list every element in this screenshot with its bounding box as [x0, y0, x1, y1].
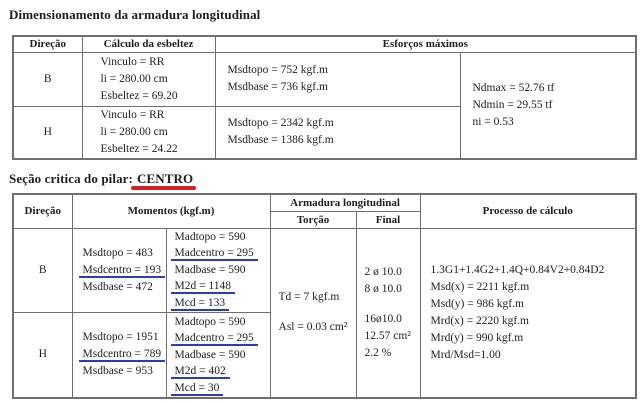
value-line: Vinculo = RR — [100, 108, 165, 121]
value-line: Mrd(x) = 2220 kgf.m — [430, 314, 529, 327]
table1-row-b: B Vinculo = RR li = 280.00 cm Esbeltez =… — [12, 51, 637, 159]
cell-final: 2 ø 10.0 8 ø 10.0 16ø10.0 12.57 cm² 2.2 … — [355, 227, 421, 399]
momentos-armadura-table: Direção Momentos (kgf.m) Armadura longit… — [12, 193, 638, 399]
value-line: Msdtopo = 483 — [82, 246, 153, 259]
table2-header-row-1: Direção Momentos (kgf.m) Armadura longit… — [12, 193, 637, 229]
value-line: Madtopo = 590 — [174, 315, 246, 328]
underlined-value: Madcentro = 295 — [174, 247, 254, 260]
value-line: Msdtopo = 2342 kgf.m — [227, 117, 334, 129]
underlined-value: Madcentro = 295 — [174, 332, 254, 344]
value-line: Ndmax = 52.76 tf — [472, 81, 555, 94]
cell-direcao-b: B — [12, 227, 73, 313]
cell-esbeltez-h: Vinculo = RR li = 280.00 cm Esbeltez = 2… — [81, 105, 216, 159]
value-line: Vinculo = RR — [100, 55, 165, 68]
cell-direcao-b: B — [12, 51, 83, 107]
value-line: Esbeltez = 24.22 — [100, 142, 178, 155]
final-group-b: 2 ø 10.0 8 ø 10.0 — [357, 264, 419, 298]
col-header-final: Final — [355, 210, 421, 229]
value-line: Esbeltez = 69.20 — [100, 89, 178, 102]
cell-normais: Ndmax = 52.76 tf Ndmin = 29.55 tf ni = 0… — [459, 51, 637, 159]
underlined-value: M2d = 1148 — [174, 280, 232, 293]
value-line: Mcd = 30 — [167, 380, 269, 397]
value-line: Ndmin = 29.55 tf — [472, 98, 553, 111]
value-line: Msdbase = 472 — [82, 280, 153, 293]
value-line: Msdbase = 736 kgf.m — [227, 81, 328, 93]
cell-direcao-h: H — [12, 311, 73, 399]
value-line: Mrd(y) = 990 kgf.m — [430, 331, 524, 344]
cell-direcao-h: H — [12, 105, 83, 159]
table2-header-row-2: Torção Final — [13, 210, 636, 229]
value-line: ni = 0.53 — [472, 115, 514, 128]
table2-row-b: B Msdtopo = 483 Msdcentro = 193 Msdbase … — [12, 227, 637, 399]
col-header-direcao: Direção — [12, 35, 83, 53]
value-line: 2.2 % — [364, 346, 392, 359]
page-title: Dimensionamento da armadura longitudinal — [9, 7, 261, 22]
value-line: 12.57 cm² — [364, 329, 411, 342]
esbeltez-esforcos-table: Direção Cálculo da esbeltez Esforços máx… — [12, 35, 637, 160]
critical-section-value: CENTRO — [136, 171, 194, 186]
col-header-esbeltez: Cálculo da esbeltez — [81, 35, 216, 53]
underlined-value: M2d = 402 — [174, 365, 226, 377]
value-line: Madcentro = 295 — [167, 245, 269, 262]
value-line: Td = 7 kgf.m — [278, 291, 340, 304]
cell-momentos-b: Msdtopo = 752 kgf.m Msdbase = 736 kgf.m — [214, 51, 461, 107]
value-line: Asl = 0.03 cm² — [278, 321, 348, 334]
cell-msd-b: Msdtopo = 483 Msdcentro = 193 Msdbase = … — [71, 227, 167, 313]
cell-esbeltez-b: Vinculo = RR li = 280.00 cm Esbeltez = 6… — [81, 51, 216, 107]
section-title: Seção critica do pilar: CENTRO — [9, 171, 193, 187]
value-line: 8 ø 10.0 — [364, 282, 402, 295]
cell-torcao: Td = 7 kgf.m Asl = 0.03 cm² — [269, 227, 357, 399]
value-line: Msdcentro = 789 — [73, 346, 165, 363]
underlined-value: Msdcentro = 789 — [82, 348, 162, 361]
col-header-direcao: Direção — [12, 193, 73, 229]
section-title-prefix: Seção critica do pilar: — [9, 171, 133, 186]
cell-mad-h: Madtopo = 590 Madcentro = 295 Madbase = … — [165, 311, 271, 399]
table1-row-h: H Vinculo = RR li = 280.00 cm Esbeltez =… — [12, 105, 636, 159]
table2-row-h: H Msdtopo = 1951 Msdcentro = 789 Msdbase… — [12, 311, 636, 399]
final-group-h: 16ø10.0 12.57 cm² 2.2 % — [357, 311, 419, 362]
table1-header-row: Direção Cálculo da esbeltez Esforços máx… — [12, 35, 637, 53]
value-line: 1.3G1+1.4G2+1.4Q+0.84V2+0.84D2 — [430, 263, 605, 276]
cell-mad-b: Madtopo = 590 Madcentro = 295 Madbase = … — [165, 227, 271, 313]
value-line: li = 280.00 cm — [100, 72, 168, 85]
value-line: Madbase = 590 — [174, 348, 246, 361]
cell-momentos-h: Msdtopo = 2342 kgf.m Msdbase = 1386 kgf.… — [214, 105, 461, 159]
col-header-armadura: Armadura longitudinal — [269, 193, 421, 212]
value-line: Msdcentro = 193 — [73, 262, 165, 279]
value-line: M2d = 402 — [167, 363, 269, 380]
underlined-value: Mcd = 133 — [174, 296, 226, 309]
col-header-processo: Processo de cálculo — [419, 193, 637, 229]
value-line: Madcentro = 295 — [167, 330, 269, 347]
value-line: Msdbase = 1386 kgf.m — [227, 134, 334, 146]
cell-processo: 1.3G1+1.4G2+1.4Q+0.84V2+0.84D2 Msd(x) = … — [419, 227, 637, 399]
value-line: 2 ø 10.0 — [364, 265, 402, 278]
col-header-torcao: Torção — [269, 210, 357, 229]
value-line: Msdbase = 953 — [82, 365, 153, 378]
value-line: 16ø10.0 — [364, 312, 402, 325]
value-line: Mrd/Msd=1.00 — [430, 348, 501, 361]
value-line: Mcd = 133 — [167, 295, 269, 311]
value-line: Msd(y) = 986 kgf.m — [430, 297, 524, 310]
value-line: Madtopo = 590 — [174, 230, 246, 243]
value-line: Msdtopo = 1951 — [82, 331, 159, 344]
col-header-esforcos: Esforços máximos — [214, 35, 637, 53]
value-line: Msd(x) = 2211 kgf.m — [430, 280, 530, 293]
underlined-value: Msdcentro = 193 — [82, 263, 162, 276]
value-line: li = 280.00 cm — [100, 125, 168, 138]
cell-msd-h: Msdtopo = 1951 Msdcentro = 789 Msdbase =… — [71, 311, 167, 399]
value-line: Madbase = 590 — [174, 263, 246, 276]
value-line: Msdtopo = 752 kgf.m — [227, 64, 328, 76]
value-line: M2d = 1148 — [167, 278, 269, 295]
col-header-momentos: Momentos (kgf.m) — [71, 193, 271, 229]
underlined-value: Mcd = 30 — [174, 381, 220, 394]
